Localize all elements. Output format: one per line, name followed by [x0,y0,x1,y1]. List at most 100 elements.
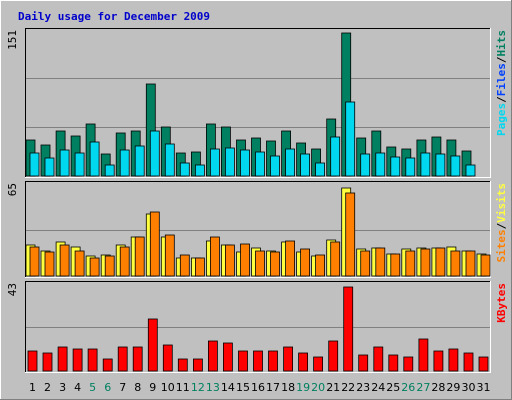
panel-legend: KBytes [495,283,508,323]
legend-entry: Files [495,63,508,96]
x-tick-label: 28 [431,381,445,394]
legend-entry: Pages [495,103,508,136]
bar-files-day-17 [270,155,280,177]
bar-kbytes-day-8 [132,346,143,372]
x-tick-label: 18 [281,381,295,394]
x-tick-label: 15 [236,381,250,394]
x-axis-day-labels: 1 2 3 4 5 6 7 8 9 10 11 12 13 14 15 16 17 18 19 20 21 22 23 24 2… [29,381,491,394]
bar-sites-day-22 [345,192,356,277]
chart-title: Daily usage for December 2009 [18,10,210,23]
panel-max-label: 65 [6,183,19,196]
bar-kbytes-day-4 [72,348,83,372]
legend-entry: Visits [495,183,508,223]
x-tick-label: 24 [371,381,385,394]
bar-sites-day-3 [59,244,70,277]
legend-entry: Hits [495,30,508,57]
bar-sites-day-26 [405,250,416,277]
bar-kbytes-day-2 [42,352,53,372]
bar-files-day-16 [255,151,265,177]
bar-sites-day-31 [480,254,491,277]
panel-2: 65 Sites/Visits [6,181,508,278]
bar-sites-day-30 [465,250,476,277]
bar-files-day-28 [435,153,446,177]
bar-kbytes-day-9 [147,318,158,372]
x-tick-label: 11 [176,381,190,394]
bar-files-day-22 [345,101,356,177]
bar-files-day-25 [390,156,401,177]
x-tick-label: 25 [386,381,400,394]
bar-files-day-1 [29,152,40,177]
bar-files-day-15 [240,149,250,177]
x-tick-label: 30 [462,381,476,394]
bar-files-day-20 [315,162,326,177]
x-tick-label: 2 [44,381,51,394]
bar-sites-day-5 [89,257,100,277]
x-tick-label: 3 [59,381,66,394]
bar-sites-day-8 [134,236,145,277]
bar-sites-day-21 [330,241,341,277]
bar-sites-day-9 [149,211,160,277]
x-tick-label: 16 [251,381,265,394]
bar-sites-day-7 [119,246,130,277]
bar-files-day-3 [59,149,70,177]
bar-files-day-13 [209,148,220,177]
bar-sites-day-27 [420,248,431,277]
x-tick-label: 26 [401,381,415,394]
bar-kbytes-day-24 [373,346,384,372]
bar-kbytes-day-30 [463,352,474,372]
bar-files-day-8 [134,145,145,177]
bar-kbytes-day-15 [238,350,248,372]
bar-kbytes-day-31 [478,356,489,372]
legend-entry: Sites [495,229,508,262]
bar-sites-day-6 [104,255,115,277]
bar-files-day-14 [224,147,235,177]
x-tick-label: 13 [206,381,220,394]
bar-sites-day-17 [270,251,280,277]
bar-kbytes-day-6 [102,358,113,372]
bar-kbytes-day-1 [27,350,38,372]
bar-sites-day-1 [29,246,40,277]
bar-sites-day-24 [375,247,386,277]
bar-files-day-21 [330,136,341,177]
bar-kbytes-day-11 [177,358,188,372]
legend-separator: / [495,56,508,63]
bar-sites-day-16 [255,250,265,277]
panel-legend: Pages/Files/Hits [495,30,508,136]
bar-files-day-30 [465,164,476,177]
bar-kbytes-day-10 [162,344,173,372]
bar-kbytes-day-3 [57,346,68,372]
x-tick-label: 23 [356,381,370,394]
bar-kbytes-day-19 [298,352,309,372]
bar-sites-day-14 [224,244,235,277]
bar-files-day-19 [300,153,311,177]
bar-files-day-10 [164,143,175,177]
bar-files-day-27 [420,152,431,177]
bar-files-day-29 [450,155,461,177]
panel-legend: Sites/Visits [495,183,508,263]
bar-files-day-23 [360,153,371,177]
bar-kbytes-day-20 [313,356,324,372]
x-tick-label: 21 [326,381,340,394]
bar-sites-day-11 [179,254,190,277]
x-tick-label: 6 [104,381,111,394]
x-tick-label: 22 [341,381,355,394]
bar-kbytes-day-14 [222,342,233,372]
x-tick-label: 8 [134,381,141,394]
bar-sites-day-25 [390,253,401,277]
bar-kbytes-day-5 [87,348,98,372]
bar-sites-day-20 [315,254,326,277]
bar-kbytes-day-27 [418,338,429,372]
x-tick-label: 12 [191,381,205,394]
bar-files-day-2 [44,157,55,177]
bar-kbytes-day-23 [358,354,369,372]
bar-kbytes-day-16 [253,350,263,372]
bar-kbytes-day-7 [117,346,128,372]
bar-files-day-11 [179,162,190,177]
bar-sites-day-15 [240,243,250,277]
x-tick-label: 10 [161,381,175,394]
x-tick-label: 20 [311,381,325,394]
bar-files-day-7 [119,149,130,177]
